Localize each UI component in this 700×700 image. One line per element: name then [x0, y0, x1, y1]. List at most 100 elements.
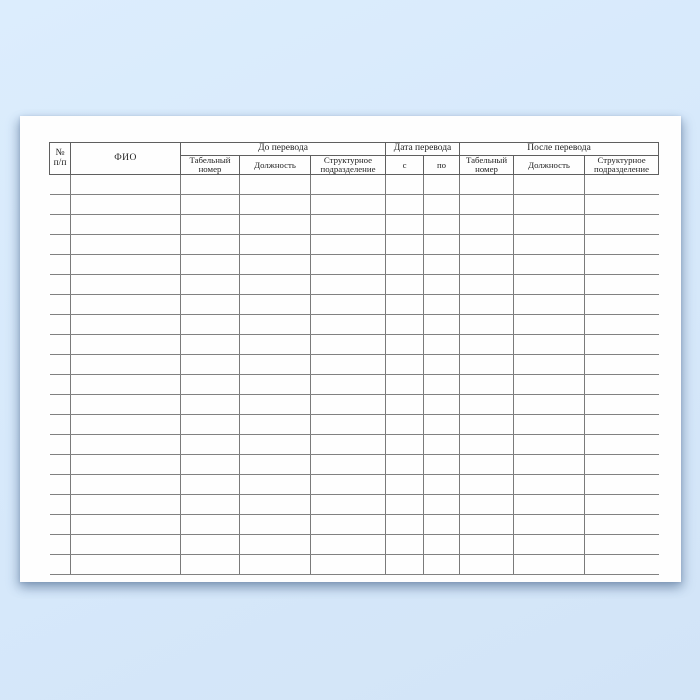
empty-cell [423, 374, 461, 396]
empty-cell [239, 454, 311, 476]
empty-cell [180, 174, 240, 196]
empty-cell [180, 274, 240, 296]
empty-cell [309, 214, 387, 236]
empty-cell [385, 474, 425, 496]
empty-cell [239, 394, 311, 416]
empty-cell [513, 314, 586, 336]
col-header-position-after: Должность [513, 154, 586, 176]
empty-cell [423, 454, 461, 476]
empty-cell [385, 554, 425, 576]
empty-cell [459, 414, 515, 436]
empty-cell [584, 354, 659, 376]
empty-cell [70, 394, 181, 416]
empty-cell [309, 394, 387, 416]
empty-cell [513, 294, 586, 316]
empty-cell [70, 194, 181, 216]
empty-cell [309, 314, 387, 336]
empty-cell [180, 414, 240, 436]
empty-cell [423, 274, 461, 296]
empty-cell [385, 214, 425, 236]
empty-cell [385, 534, 425, 556]
empty-cell [513, 494, 586, 516]
group-header-after-transfer: После перевода [459, 142, 660, 156]
empty-cell [423, 534, 461, 556]
empty-cell [239, 414, 311, 436]
empty-cell [513, 514, 586, 536]
empty-cell [49, 534, 71, 556]
empty-row [49, 454, 659, 476]
empty-cell [423, 514, 461, 536]
empty-cell [239, 294, 311, 316]
empty-cell [385, 434, 425, 456]
empty-cell [459, 194, 515, 216]
empty-cell [513, 454, 586, 476]
empty-cell [459, 214, 515, 236]
empty-cell [49, 434, 71, 456]
empty-cell [584, 434, 659, 456]
col-header-personnel-number-before: Табельный номер [180, 154, 240, 176]
empty-cell [459, 534, 515, 556]
empty-cell [423, 394, 461, 416]
empty-cell [180, 434, 240, 456]
empty-cell [180, 394, 240, 416]
empty-cell [385, 354, 425, 376]
empty-cell [459, 514, 515, 536]
empty-cell [423, 294, 461, 316]
header-sub-row: Табельный номер Должность Структурное по… [50, 154, 660, 176]
empty-cell [513, 474, 586, 496]
empty-cell [459, 454, 515, 476]
empty-cell [584, 394, 659, 416]
empty-cell [584, 194, 659, 216]
empty-cell [584, 414, 659, 436]
empty-cell [584, 474, 659, 496]
empty-cell [513, 434, 586, 456]
empty-cell [49, 474, 71, 496]
empty-row [49, 354, 659, 376]
empty-cell [385, 394, 425, 416]
col-header-personnel-number-after: Табельный номер [459, 154, 515, 176]
empty-cell [70, 354, 181, 376]
empty-cell [459, 474, 515, 496]
empty-cell [513, 174, 586, 196]
empty-cell [385, 274, 425, 296]
empty-cell [513, 394, 586, 416]
empty-cell [459, 434, 515, 456]
empty-cell [309, 334, 387, 356]
empty-row [49, 234, 659, 256]
empty-cell [309, 174, 387, 196]
empty-cell [309, 494, 387, 516]
empty-cell [49, 174, 71, 196]
empty-row [49, 214, 659, 236]
empty-cell [459, 374, 515, 396]
table-header: № п/п ФИО До перевода Дата перевода Посл… [49, 141, 660, 176]
empty-cell [385, 514, 425, 536]
empty-cell [584, 514, 659, 536]
empty-row [49, 274, 659, 296]
empty-cell [423, 214, 461, 236]
empty-cell [239, 474, 311, 496]
empty-cell [459, 494, 515, 516]
empty-cell [584, 274, 659, 296]
empty-cell [180, 374, 240, 396]
empty-cell [70, 514, 181, 536]
empty-cell [584, 534, 659, 556]
group-header-before-transfer: До перевода [179, 142, 387, 156]
empty-row [49, 434, 659, 456]
empty-cell [70, 434, 181, 456]
empty-cell [309, 534, 387, 556]
empty-cell [423, 314, 461, 336]
empty-cell [513, 414, 586, 436]
empty-cell [239, 354, 311, 376]
empty-cell [239, 274, 311, 296]
empty-cell [239, 514, 311, 536]
empty-cell [584, 454, 659, 476]
empty-cell [513, 214, 586, 236]
empty-cell [309, 234, 387, 256]
empty-row [49, 394, 659, 416]
empty-row [49, 514, 659, 536]
empty-cell [70, 454, 181, 476]
empty-cell [49, 334, 71, 356]
empty-row [49, 554, 659, 576]
empty-cell [459, 174, 515, 196]
